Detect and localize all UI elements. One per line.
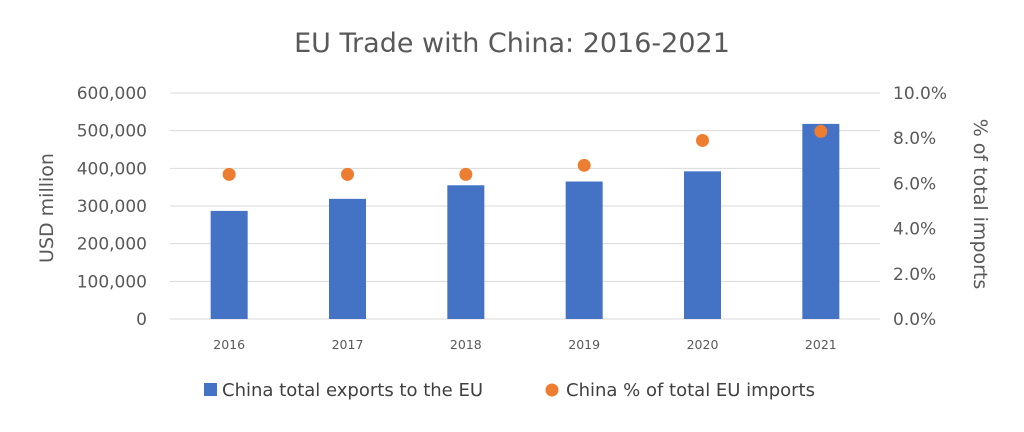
x-tick-label: 2020 (687, 337, 719, 352)
bar-2019 (565, 181, 603, 319)
left-tick-label: 0 (136, 310, 147, 330)
left-tick-label: 600,000 (77, 84, 147, 104)
right-axis-title: % of total imports (969, 119, 991, 290)
left-tick-label: 200,000 (77, 235, 147, 255)
x-tick-label: 2019 (568, 337, 600, 352)
scatter-series (222, 124, 828, 181)
bar-2017 (329, 198, 366, 319)
point-2021 (814, 124, 828, 138)
x-tick-label: 2016 (213, 337, 245, 352)
bar-2021 (802, 123, 840, 320)
right-tick-label: 6.0% (893, 174, 936, 194)
right-tick-label: 0.0% (893, 310, 936, 330)
left-axis-ticks: 0 100,000 200,000 300,000 400,000 500,000 600,… (77, 84, 147, 330)
gridlines (170, 92, 880, 320)
left-axis-title: USD million (36, 153, 58, 263)
right-tick-label: 8.0% (893, 129, 936, 149)
legend-dot-label: China % of total EU imports (566, 380, 815, 401)
right-tick-label: 4.0% (893, 220, 936, 240)
bar-2016 (210, 210, 248, 319)
bar-series (210, 123, 840, 320)
x-tick-label: 2017 (332, 337, 364, 352)
point-2018 (459, 167, 473, 181)
left-tick-label: 100,000 (77, 272, 147, 292)
right-tick-label: 2.0% (893, 265, 936, 285)
bar-2020 (684, 171, 721, 319)
left-tick-label: 300,000 (77, 197, 147, 217)
right-tick-label: 10.0% (893, 84, 947, 104)
point-2019 (577, 158, 591, 172)
legend-bar-swatch (204, 383, 217, 396)
legend: China total exports to the EU China % of… (204, 380, 815, 401)
left-tick-label: 500,000 (77, 122, 147, 142)
x-tick-label: 2018 (450, 337, 482, 352)
x-tick-label: 2021 (805, 337, 837, 352)
point-2017 (341, 167, 354, 181)
point-2016 (222, 167, 236, 181)
bar-2018 (447, 185, 485, 319)
chart-title: EU Trade with China: 2016-2021 (294, 28, 730, 59)
right-axis-ticks: 0.0% 2.0% 4.0% 6.0% 8.0% 10.0% (893, 84, 947, 330)
left-tick-label: 400,000 (77, 159, 147, 179)
legend-dot-swatch (545, 383, 559, 397)
legend-bar-label: China total exports to the EU (222, 380, 483, 401)
point-2020 (696, 133, 709, 147)
x-axis-ticks: 2016 2017 2018 2019 2020 2021 (213, 337, 836, 352)
